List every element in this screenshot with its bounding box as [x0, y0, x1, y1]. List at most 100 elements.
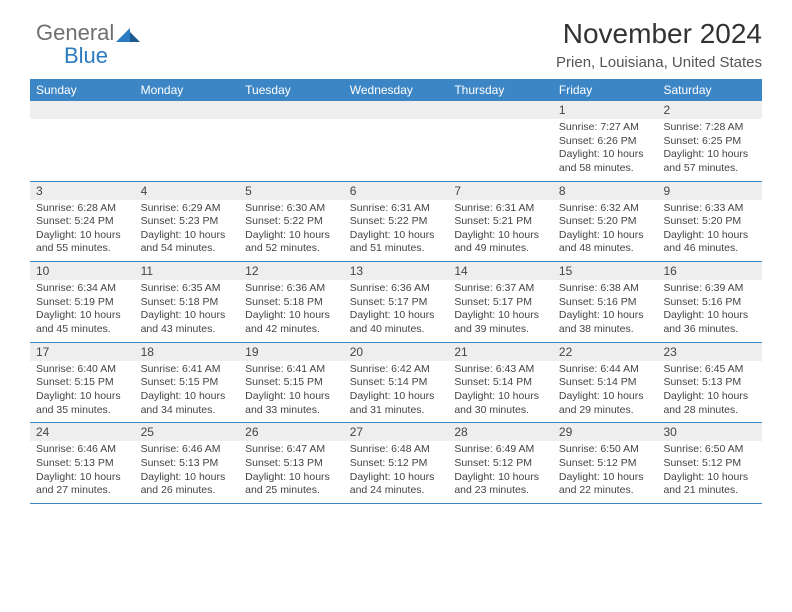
day-number [344, 101, 449, 119]
week-row: 17Sunrise: 6:40 AMSunset: 5:15 PMDayligh… [30, 343, 762, 424]
daylight-text: Daylight: 10 hours and 51 minutes. [350, 229, 443, 256]
day-number: 23 [657, 343, 762, 361]
daylight-text: Daylight: 10 hours and 27 minutes. [36, 471, 129, 498]
day-header: Wednesday [344, 79, 449, 101]
daylight-text: Daylight: 10 hours and 33 minutes. [245, 390, 338, 417]
day-header: Monday [135, 79, 240, 101]
day-content [239, 119, 344, 179]
day-content: Sunrise: 6:42 AMSunset: 5:14 PMDaylight:… [344, 361, 449, 423]
calendar: Sunday Monday Tuesday Wednesday Thursday… [30, 79, 762, 504]
logo: General Blue [36, 22, 142, 68]
day-content: Sunrise: 6:29 AMSunset: 5:23 PMDaylight:… [135, 200, 240, 262]
daylight-text: Daylight: 10 hours and 31 minutes. [350, 390, 443, 417]
day-number: 20 [344, 343, 449, 361]
day-content: Sunrise: 6:35 AMSunset: 5:18 PMDaylight:… [135, 280, 240, 342]
day-number: 22 [553, 343, 658, 361]
day-content: Sunrise: 6:43 AMSunset: 5:14 PMDaylight:… [448, 361, 553, 423]
sunset-text: Sunset: 5:13 PM [36, 457, 129, 471]
daylight-text: Daylight: 10 hours and 24 minutes. [350, 471, 443, 498]
sunrise-text: Sunrise: 6:46 AM [141, 443, 234, 457]
day-content: Sunrise: 6:46 AMSunset: 5:13 PMDaylight:… [135, 441, 240, 503]
sunrise-text: Sunrise: 6:50 AM [559, 443, 652, 457]
sunrise-text: Sunrise: 6:40 AM [36, 363, 129, 377]
day-cell: 15Sunrise: 6:38 AMSunset: 5:16 PMDayligh… [553, 262, 658, 342]
day-cell: 25Sunrise: 6:46 AMSunset: 5:13 PMDayligh… [135, 423, 240, 503]
day-number: 2 [657, 101, 762, 119]
day-number: 13 [344, 262, 449, 280]
sunset-text: Sunset: 5:12 PM [663, 457, 756, 471]
logo-text-blue: Blue [64, 43, 108, 68]
sunset-text: Sunset: 5:19 PM [36, 296, 129, 310]
week-row: 24Sunrise: 6:46 AMSunset: 5:13 PMDayligh… [30, 423, 762, 504]
day-number: 3 [30, 182, 135, 200]
day-content: Sunrise: 6:28 AMSunset: 5:24 PMDaylight:… [30, 200, 135, 262]
sunrise-text: Sunrise: 6:31 AM [454, 202, 547, 216]
sunset-text: Sunset: 6:25 PM [663, 135, 756, 149]
day-number: 9 [657, 182, 762, 200]
daylight-text: Daylight: 10 hours and 49 minutes. [454, 229, 547, 256]
day-number: 16 [657, 262, 762, 280]
day-number: 24 [30, 423, 135, 441]
sunset-text: Sunset: 5:15 PM [245, 376, 338, 390]
day-cell: 28Sunrise: 6:49 AMSunset: 5:12 PMDayligh… [448, 423, 553, 503]
day-number: 8 [553, 182, 658, 200]
day-cell [135, 101, 240, 181]
day-content: Sunrise: 6:39 AMSunset: 5:16 PMDaylight:… [657, 280, 762, 342]
sunset-text: Sunset: 5:16 PM [559, 296, 652, 310]
daylight-text: Daylight: 10 hours and 55 minutes. [36, 229, 129, 256]
day-cell: 5Sunrise: 6:30 AMSunset: 5:22 PMDaylight… [239, 182, 344, 262]
day-cell: 4Sunrise: 6:29 AMSunset: 5:23 PMDaylight… [135, 182, 240, 262]
day-header: Friday [553, 79, 658, 101]
day-number: 6 [344, 182, 449, 200]
day-cell: 19Sunrise: 6:41 AMSunset: 5:15 PMDayligh… [239, 343, 344, 423]
day-cell: 20Sunrise: 6:42 AMSunset: 5:14 PMDayligh… [344, 343, 449, 423]
day-cell: 22Sunrise: 6:44 AMSunset: 5:14 PMDayligh… [553, 343, 658, 423]
day-cell: 7Sunrise: 6:31 AMSunset: 5:21 PMDaylight… [448, 182, 553, 262]
day-cell [239, 101, 344, 181]
sunset-text: Sunset: 5:16 PM [663, 296, 756, 310]
day-number: 5 [239, 182, 344, 200]
sunset-text: Sunset: 5:15 PM [141, 376, 234, 390]
daylight-text: Daylight: 10 hours and 26 minutes. [141, 471, 234, 498]
day-content: Sunrise: 6:34 AMSunset: 5:19 PMDaylight:… [30, 280, 135, 342]
sunset-text: Sunset: 5:20 PM [663, 215, 756, 229]
sunrise-text: Sunrise: 7:27 AM [559, 121, 652, 135]
sunset-text: Sunset: 5:22 PM [350, 215, 443, 229]
sunrise-text: Sunrise: 6:36 AM [245, 282, 338, 296]
day-number: 27 [344, 423, 449, 441]
day-content: Sunrise: 6:37 AMSunset: 5:17 PMDaylight:… [448, 280, 553, 342]
sunset-text: Sunset: 5:17 PM [454, 296, 547, 310]
day-content [30, 119, 135, 179]
day-number: 19 [239, 343, 344, 361]
day-cell: 12Sunrise: 6:36 AMSunset: 5:18 PMDayligh… [239, 262, 344, 342]
day-content [135, 119, 240, 179]
daylight-text: Daylight: 10 hours and 57 minutes. [663, 148, 756, 175]
day-content: Sunrise: 6:40 AMSunset: 5:15 PMDaylight:… [30, 361, 135, 423]
day-number [30, 101, 135, 119]
daylight-text: Daylight: 10 hours and 30 minutes. [454, 390, 547, 417]
day-cell: 23Sunrise: 6:45 AMSunset: 5:13 PMDayligh… [657, 343, 762, 423]
day-cell: 14Sunrise: 6:37 AMSunset: 5:17 PMDayligh… [448, 262, 553, 342]
day-number [239, 101, 344, 119]
daylight-text: Daylight: 10 hours and 25 minutes. [245, 471, 338, 498]
day-content: Sunrise: 6:30 AMSunset: 5:22 PMDaylight:… [239, 200, 344, 262]
sunrise-text: Sunrise: 6:37 AM [454, 282, 547, 296]
day-content: Sunrise: 6:38 AMSunset: 5:16 PMDaylight:… [553, 280, 658, 342]
day-cell: 17Sunrise: 6:40 AMSunset: 5:15 PMDayligh… [30, 343, 135, 423]
sunrise-text: Sunrise: 6:49 AM [454, 443, 547, 457]
sunrise-text: Sunrise: 6:31 AM [350, 202, 443, 216]
daylight-text: Daylight: 10 hours and 43 minutes. [141, 309, 234, 336]
daylight-text: Daylight: 10 hours and 40 minutes. [350, 309, 443, 336]
sunrise-text: Sunrise: 6:28 AM [36, 202, 129, 216]
sunset-text: Sunset: 5:14 PM [350, 376, 443, 390]
sunrise-text: Sunrise: 6:46 AM [36, 443, 129, 457]
day-cell: 18Sunrise: 6:41 AMSunset: 5:15 PMDayligh… [135, 343, 240, 423]
sunset-text: Sunset: 5:14 PM [454, 376, 547, 390]
sunrise-text: Sunrise: 6:33 AM [663, 202, 756, 216]
day-content: Sunrise: 6:50 AMSunset: 5:12 PMDaylight:… [657, 441, 762, 503]
day-number: 12 [239, 262, 344, 280]
day-content [344, 119, 449, 179]
sunset-text: Sunset: 6:26 PM [559, 135, 652, 149]
daylight-text: Daylight: 10 hours and 23 minutes. [454, 471, 547, 498]
day-number: 10 [30, 262, 135, 280]
